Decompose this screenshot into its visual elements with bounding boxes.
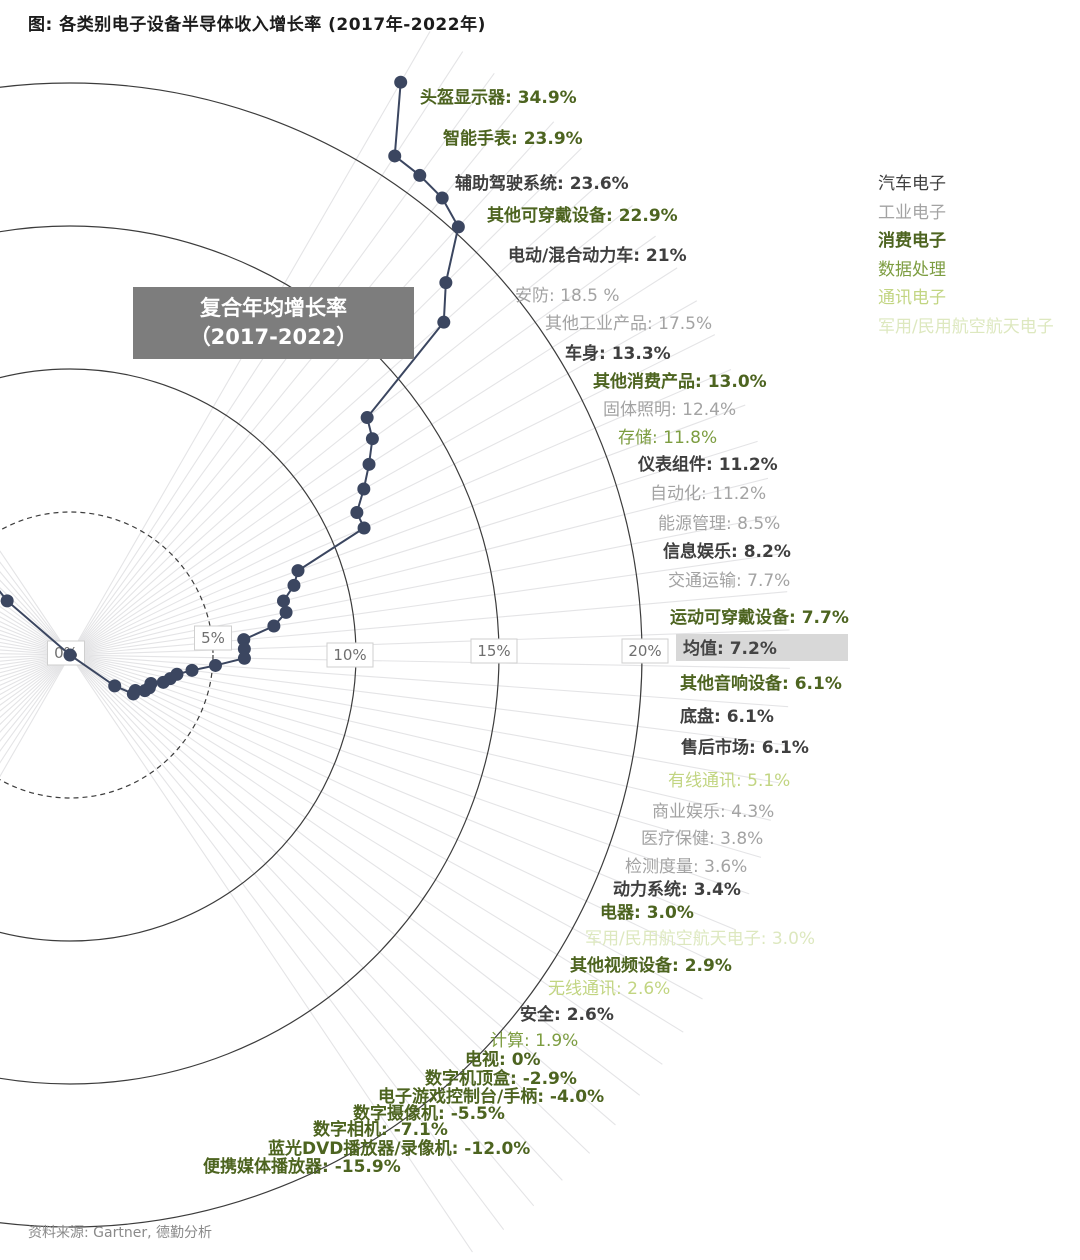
data-point — [357, 521, 371, 535]
chart-item-label: 医疗保健: 3.8% — [641, 829, 763, 849]
chart-item-label: 安全: 2.6% — [520, 1004, 614, 1025]
chart-item-label: 仪表组件: 11.2% — [637, 454, 778, 475]
data-point — [0, 594, 14, 608]
data-point — [360, 411, 374, 425]
data-point — [237, 651, 251, 665]
chart-item-label: 军用/民用航空航天电子: 3.0% — [585, 929, 815, 949]
data-point — [365, 432, 379, 446]
data-point — [413, 168, 427, 182]
chart-item-label: 数字相机: -7.1% — [313, 1119, 448, 1140]
chart-item-label: 智能手表: 23.9% — [443, 128, 583, 149]
legend-item-military-aero: 军用/民用航空航天电子 — [878, 316, 1054, 337]
chart-item-label: 交通运输: 7.7% — [668, 571, 790, 591]
axis-tick-label: 5% — [201, 629, 225, 647]
chart-item-label: 数字摄像机: -5.5% — [353, 1103, 505, 1124]
legend-item-data-processing: 数据处理 — [878, 259, 946, 280]
cagr-callout-line2: （2017-2022） — [189, 325, 358, 349]
source-note: 资料来源: Gartner, 德勤分析 — [28, 1225, 212, 1241]
chart-item-label: 存储: 11.8% — [618, 428, 717, 448]
chart-item-label: 头盔显示器: 34.9% — [420, 87, 577, 108]
chart-item-label: 有线通讯: 5.1% — [668, 771, 790, 791]
data-point — [237, 633, 251, 647]
chart-legend: 汽车电子 工业电子 消费电子 数据处理 通讯电子 军用/民用航空航天电子 — [878, 170, 1054, 341]
chart-item-label: 其他视频设备: 2.9% — [570, 955, 732, 976]
data-point — [138, 684, 152, 698]
data-point — [237, 642, 251, 656]
data-point — [267, 619, 281, 633]
axis-tick-box — [326, 642, 374, 668]
chart-item-label: 其他消费产品: 13.0% — [593, 371, 767, 392]
chart-item-label: 其他音响设备: 6.1% — [680, 673, 842, 694]
axis-tick-box — [621, 638, 669, 664]
chart-item-label: 均值: 7.2% — [683, 638, 777, 659]
chart-item-label: 数字机顶盒: -2.9% — [425, 1068, 577, 1089]
data-point — [276, 594, 290, 608]
chart-item-label: 蓝光DVD播放器/录像机: -12.0% — [268, 1138, 530, 1159]
chart-item-label: 底盘: 6.1% — [680, 706, 774, 727]
chart-item-label: 信息娱乐: 8.2% — [663, 541, 791, 562]
data-point — [350, 505, 364, 519]
chart-item-label: 检测度量: 3.6% — [625, 857, 747, 877]
chart-item-label: 运动可穿戴设备: 7.7% — [670, 607, 849, 628]
chart-item-label: 电器: 3.0% — [600, 902, 694, 923]
data-point — [437, 315, 451, 329]
axis-tick-label: 20% — [628, 642, 661, 660]
data-point — [357, 482, 371, 496]
data-point — [435, 191, 449, 205]
chart-item-label: 计算: 1.9% — [490, 1031, 578, 1051]
data-point — [156, 675, 170, 689]
chart-item-label: 售后市场: 6.1% — [681, 737, 809, 758]
data-point — [388, 149, 402, 163]
axis-tick-box — [194, 625, 232, 651]
chart-item-label: 车身: 13.3% — [565, 343, 671, 364]
data-point — [63, 648, 77, 662]
data-point — [439, 276, 453, 290]
chart-item-label: 辅助驾驶系统: 23.6% — [455, 173, 629, 194]
axis-tick-box — [470, 638, 518, 664]
axis-tick-label: 10% — [333, 646, 366, 664]
data-point — [208, 658, 222, 672]
grid-ring-5 — [0, 511, 214, 799]
data-point — [287, 578, 301, 592]
legend-item-communications: 通讯电子 — [878, 288, 946, 308]
chart-item-label: 其他工业产品: 17.5% — [545, 314, 712, 334]
data-point — [108, 679, 122, 693]
axis-tick-label: 15% — [477, 642, 510, 660]
data-point — [394, 75, 408, 89]
data-point — [279, 605, 293, 619]
chart-item-label: 其他可穿戴设备: 22.9% — [487, 205, 678, 226]
mean-highlight — [676, 634, 848, 661]
cagr-callout-box: 复合年均增长率 （2017-2022） — [133, 287, 414, 359]
data-point — [291, 564, 305, 578]
data-point — [126, 687, 140, 701]
chart-item-label: 固体照明: 12.4% — [603, 400, 736, 420]
chart-item-label: 能源管理: 8.5% — [658, 514, 780, 534]
chart-item-label: 商业娱乐: 4.3% — [652, 802, 774, 822]
chart-item-label: 电动/混合动力车: 21% — [508, 245, 687, 266]
data-point — [185, 663, 199, 677]
legend-item-industrial: 工业电子 — [878, 202, 946, 223]
chart-item-label: 无线通讯: 2.6% — [548, 979, 670, 999]
cagr-callout-line1: 复合年均增长率 — [200, 296, 347, 320]
legend-item-consumer: 消费电子 — [878, 231, 946, 251]
legend-item-automotive: 汽车电子 — [878, 174, 946, 194]
data-point — [451, 220, 465, 234]
page-title: 图: 各类别电子设备半导体收入增长率 (2017年-2022年) — [28, 15, 486, 35]
chart-item-label: 安防: 18.5 % — [515, 286, 620, 306]
chart-item-label: 动力系统: 3.4% — [613, 879, 741, 900]
chart-item-label: 电视: 0% — [465, 1049, 541, 1070]
spiral-line — [0, 82, 460, 696]
chart-item-label: 电子游戏控制台/手柄: -4.0% — [378, 1086, 604, 1107]
chart-item-label: 便携媒体播放器: -15.9% — [203, 1156, 401, 1177]
data-point — [362, 457, 376, 471]
chart-item-label: 自动化: 11.2% — [650, 484, 766, 504]
